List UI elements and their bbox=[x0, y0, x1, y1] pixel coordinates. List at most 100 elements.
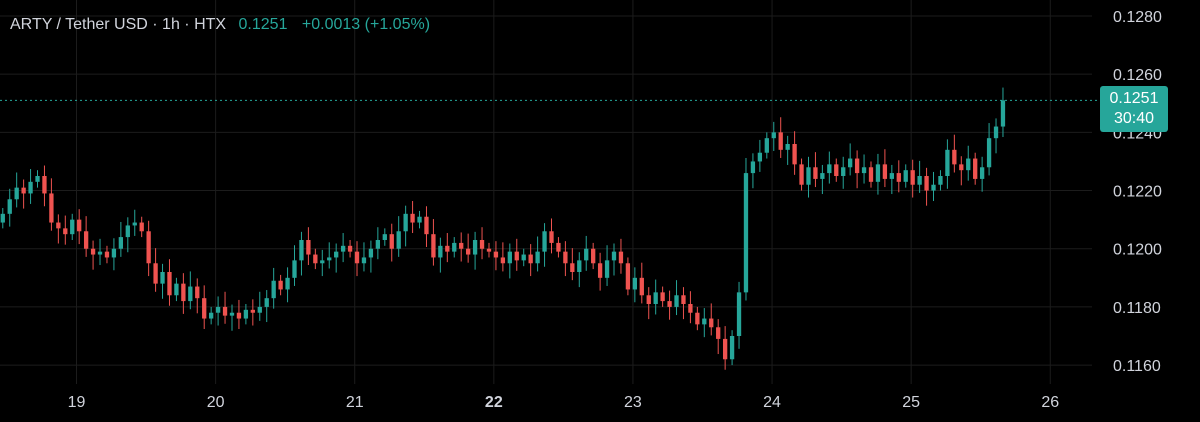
x-tick-label: 20 bbox=[207, 394, 225, 411]
candle-body bbox=[889, 173, 894, 179]
candle-body bbox=[368, 248, 374, 258]
candle-body bbox=[452, 242, 457, 252]
candle-body bbox=[882, 164, 888, 179]
candle-body bbox=[181, 283, 186, 302]
price-tag-value: 0.1251 bbox=[1109, 90, 1159, 107]
candle-body bbox=[479, 240, 485, 249]
candle-body bbox=[49, 193, 54, 223]
candle-body bbox=[868, 167, 874, 182]
candle-body bbox=[931, 184, 936, 191]
candle-body bbox=[0, 213, 5, 223]
y-tick-label: 0.1180 bbox=[1113, 300, 1161, 317]
candle-body bbox=[424, 216, 429, 235]
candle-body bbox=[764, 138, 769, 153]
candle-body bbox=[7, 199, 12, 214]
candle-body bbox=[243, 309, 249, 319]
candle-body bbox=[229, 312, 235, 316]
candle-body bbox=[729, 336, 735, 360]
candle-body bbox=[63, 228, 68, 235]
candle-body bbox=[292, 260, 297, 278]
candle-body bbox=[709, 318, 714, 328]
candle-body bbox=[361, 257, 367, 264]
candle-body bbox=[743, 173, 749, 293]
candle-body bbox=[403, 213, 408, 232]
candle-body bbox=[841, 167, 846, 176]
candle-body bbox=[591, 248, 596, 264]
candle-body bbox=[973, 158, 978, 179]
candle-body bbox=[306, 240, 311, 255]
candle-body bbox=[396, 231, 401, 249]
candle-body bbox=[42, 176, 47, 194]
candle-body bbox=[56, 222, 61, 229]
candle-body bbox=[327, 257, 332, 261]
candle-body bbox=[528, 254, 533, 264]
candle-body bbox=[597, 263, 603, 278]
candle-body bbox=[875, 164, 881, 182]
candle-body bbox=[285, 277, 290, 290]
candle-body bbox=[778, 132, 783, 150]
candle-body bbox=[820, 173, 825, 179]
candle-body bbox=[202, 298, 207, 319]
candle-body bbox=[896, 173, 901, 182]
candle-body bbox=[966, 158, 971, 171]
candle-body bbox=[563, 251, 568, 264]
candles bbox=[0, 87, 1006, 370]
candle-body bbox=[459, 242, 464, 249]
candle-body bbox=[834, 164, 839, 176]
candle-body bbox=[695, 312, 700, 325]
candle-body bbox=[570, 263, 575, 272]
candle-body bbox=[431, 234, 436, 258]
candle-body bbox=[264, 298, 269, 307]
candle-body bbox=[125, 225, 130, 238]
candle-body bbox=[938, 176, 943, 185]
candle-body bbox=[639, 277, 644, 296]
candle-body bbox=[646, 295, 651, 304]
candle-body bbox=[986, 138, 992, 168]
candle-body bbox=[959, 164, 964, 171]
y-tick-label: 0.1260 bbox=[1113, 67, 1162, 84]
candle-body bbox=[104, 251, 110, 258]
candle-body bbox=[153, 263, 158, 284]
candle-body bbox=[340, 245, 346, 252]
candle-body bbox=[28, 181, 33, 194]
candle-body bbox=[209, 312, 214, 319]
candle-body bbox=[799, 164, 804, 185]
y-tick-label: 0.1200 bbox=[1113, 242, 1162, 259]
candle-body bbox=[35, 176, 40, 182]
symbol-title[interactable]: ARTY / Tether USD · 1h · HTX bbox=[10, 16, 227, 33]
candle-body bbox=[271, 280, 276, 299]
candle-body bbox=[736, 292, 742, 336]
candle-body bbox=[1000, 100, 1006, 127]
candle-body bbox=[215, 306, 221, 313]
candle-body bbox=[771, 132, 776, 139]
last-price-tag: 0.1251 30:40 bbox=[1100, 86, 1168, 132]
candle-body bbox=[417, 216, 422, 223]
candle-body bbox=[785, 144, 790, 150]
candle-body bbox=[945, 149, 950, 176]
candle-body bbox=[410, 213, 415, 223]
y-tick-label: 0.1280 bbox=[1113, 9, 1162, 26]
candle-body bbox=[195, 286, 200, 299]
candle-body bbox=[806, 167, 811, 185]
candle-body bbox=[160, 272, 165, 284]
y-tick-label: 0.1160 bbox=[1113, 358, 1161, 375]
candle-body bbox=[313, 254, 318, 264]
last-price: 0.1251 bbox=[238, 16, 288, 33]
candle-body bbox=[653, 292, 658, 304]
candle-body bbox=[625, 263, 631, 290]
candle-body bbox=[174, 283, 179, 296]
candle-body bbox=[320, 260, 325, 264]
candle-body bbox=[854, 158, 860, 174]
candle-body bbox=[472, 240, 478, 255]
candle-body bbox=[514, 251, 519, 261]
candle-body bbox=[382, 234, 387, 240]
x-tick-label: 25 bbox=[902, 394, 920, 411]
candle-body bbox=[813, 167, 818, 179]
candle-body bbox=[486, 248, 492, 252]
candle-body bbox=[493, 251, 499, 258]
candle-body bbox=[438, 245, 443, 258]
x-tick-label: 22 bbox=[485, 394, 503, 411]
y-axis-labels: 0.12800.12600.12400.12200.12000.11800.11… bbox=[1113, 9, 1162, 375]
candle-body bbox=[97, 251, 103, 255]
